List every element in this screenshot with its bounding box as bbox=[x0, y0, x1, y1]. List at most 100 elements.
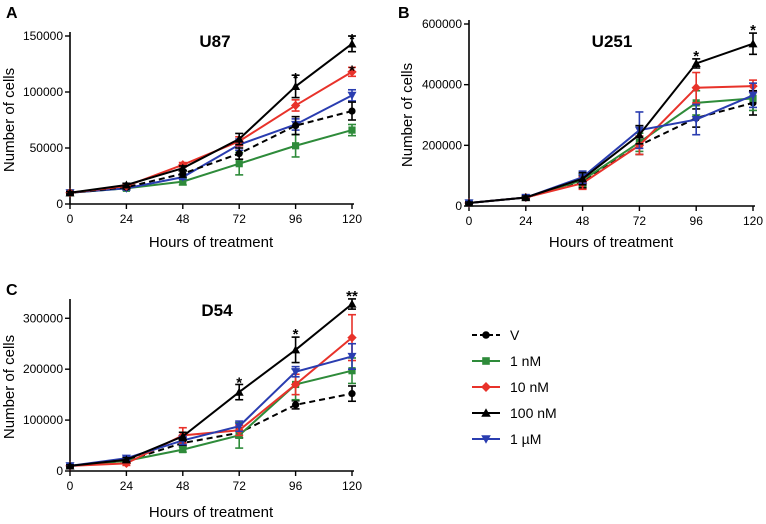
series-line bbox=[69, 355, 353, 467]
series-1-um bbox=[65, 88, 357, 198]
legend-item: 1 µM bbox=[472, 431, 541, 447]
data-point bbox=[65, 188, 75, 197]
legend-label: 10 nM bbox=[510, 379, 549, 395]
legend-label: 100 nM bbox=[510, 405, 557, 421]
data-point bbox=[578, 174, 588, 183]
legend-label: 1 µM bbox=[510, 431, 541, 447]
data-point bbox=[290, 100, 301, 111]
x-tick-label: 120 bbox=[342, 212, 362, 226]
panel-label: A bbox=[6, 5, 18, 22]
legend-item: 100 nM bbox=[472, 405, 557, 421]
data-point bbox=[179, 446, 187, 454]
y-tick-label: 600000 bbox=[422, 17, 462, 31]
series-line bbox=[69, 70, 353, 194]
legend-marker bbox=[481, 408, 491, 417]
data-point bbox=[347, 39, 357, 48]
y-tick-label: 100000 bbox=[23, 413, 63, 427]
data-point bbox=[691, 115, 701, 125]
series-1-nm bbox=[465, 85, 757, 207]
significance-marker: ** bbox=[346, 288, 358, 305]
legend: V 1 nM 10 nM 100 nM 1 µM bbox=[472, 327, 557, 447]
y-tick-label: 0 bbox=[56, 464, 63, 478]
data-point bbox=[292, 122, 300, 130]
series-line bbox=[69, 94, 353, 194]
x-tick-label: 0 bbox=[67, 479, 74, 493]
x-tick-label: 24 bbox=[120, 479, 134, 493]
data-point bbox=[521, 193, 531, 202]
x-tick-label: 0 bbox=[466, 214, 473, 228]
legend-item: 10 nM bbox=[472, 379, 549, 395]
data-point bbox=[179, 170, 187, 178]
legend-marker bbox=[482, 357, 490, 365]
data-point bbox=[121, 455, 131, 464]
x-tick-label: 0 bbox=[67, 212, 74, 226]
panel-c: 0 24 48 72 96 120 0 100000 200000 300000 C D54 Hours… bbox=[1, 282, 362, 521]
x-tick-label: 24 bbox=[120, 212, 134, 226]
series-line bbox=[468, 42, 754, 204]
data-point bbox=[691, 58, 701, 68]
y-tick-label: 200000 bbox=[422, 138, 462, 152]
chart-title: U87 bbox=[199, 32, 230, 51]
data-point bbox=[464, 198, 474, 207]
series-1-um bbox=[65, 342, 357, 471]
data-point bbox=[748, 39, 758, 48]
data-point bbox=[347, 332, 357, 343]
y-axis-title: Number of cells bbox=[1, 68, 18, 172]
legend-item: V bbox=[472, 327, 520, 343]
data-point bbox=[748, 91, 758, 100]
data-point bbox=[348, 107, 356, 115]
panel-label: B bbox=[398, 5, 410, 22]
significance-marker: * bbox=[750, 22, 756, 39]
legend-item: 1 nM bbox=[472, 353, 541, 369]
legend-label: V bbox=[510, 327, 520, 343]
data-point bbox=[178, 163, 188, 172]
data-point bbox=[121, 180, 131, 189]
y-axis-title: Number of cells bbox=[1, 335, 18, 439]
x-tick-label: 96 bbox=[690, 214, 704, 228]
significance-marker: * bbox=[293, 70, 299, 87]
legend-marker bbox=[481, 382, 491, 392]
series-100-nm bbox=[65, 298, 357, 470]
data-point bbox=[234, 422, 244, 431]
series-line bbox=[468, 94, 754, 204]
series-line bbox=[69, 369, 353, 467]
x-tick-label: 96 bbox=[289, 212, 303, 226]
x-axis-title: Hours of treatment bbox=[149, 234, 274, 251]
y-tick-label: 0 bbox=[56, 197, 63, 211]
y-tick-label: 400000 bbox=[422, 78, 462, 92]
x-tick-label: 120 bbox=[342, 479, 362, 493]
series-10-nm bbox=[464, 71, 758, 208]
x-axis-title: Hours of treatment bbox=[149, 504, 274, 521]
data-point bbox=[291, 368, 301, 377]
x-tick-label: 96 bbox=[289, 479, 303, 493]
y-axis-title: Number of cells bbox=[399, 63, 416, 167]
x-tick-label: 120 bbox=[743, 214, 763, 228]
data-point bbox=[234, 134, 244, 143]
series-v bbox=[465, 89, 757, 207]
data-point bbox=[348, 390, 356, 398]
series-v bbox=[66, 385, 356, 470]
data-point bbox=[235, 150, 243, 158]
series-100-nm bbox=[65, 35, 357, 197]
chart-title: U251 bbox=[592, 32, 633, 51]
series-line bbox=[468, 85, 754, 204]
x-tick-label: 72 bbox=[233, 479, 247, 493]
data-point bbox=[291, 345, 301, 354]
legend-label: 1 nM bbox=[510, 353, 541, 369]
y-tick-label: 100000 bbox=[23, 85, 63, 99]
panel-b: 0 24 48 72 96 120 0 200000 400000 600000 B U251 Hour… bbox=[398, 5, 763, 251]
x-tick-label: 48 bbox=[576, 214, 590, 228]
series-100-nm bbox=[464, 32, 758, 207]
series-line bbox=[69, 392, 353, 467]
data-point bbox=[347, 91, 357, 100]
legend-marker bbox=[482, 331, 490, 339]
y-tick-label: 50000 bbox=[30, 141, 64, 155]
series-line bbox=[69, 43, 353, 194]
significance-marker: * bbox=[293, 326, 299, 343]
x-tick-label: 48 bbox=[176, 212, 190, 226]
data-point bbox=[292, 401, 300, 409]
legend-marker bbox=[481, 435, 491, 444]
series-10-nm bbox=[65, 66, 357, 198]
data-point bbox=[65, 461, 75, 470]
